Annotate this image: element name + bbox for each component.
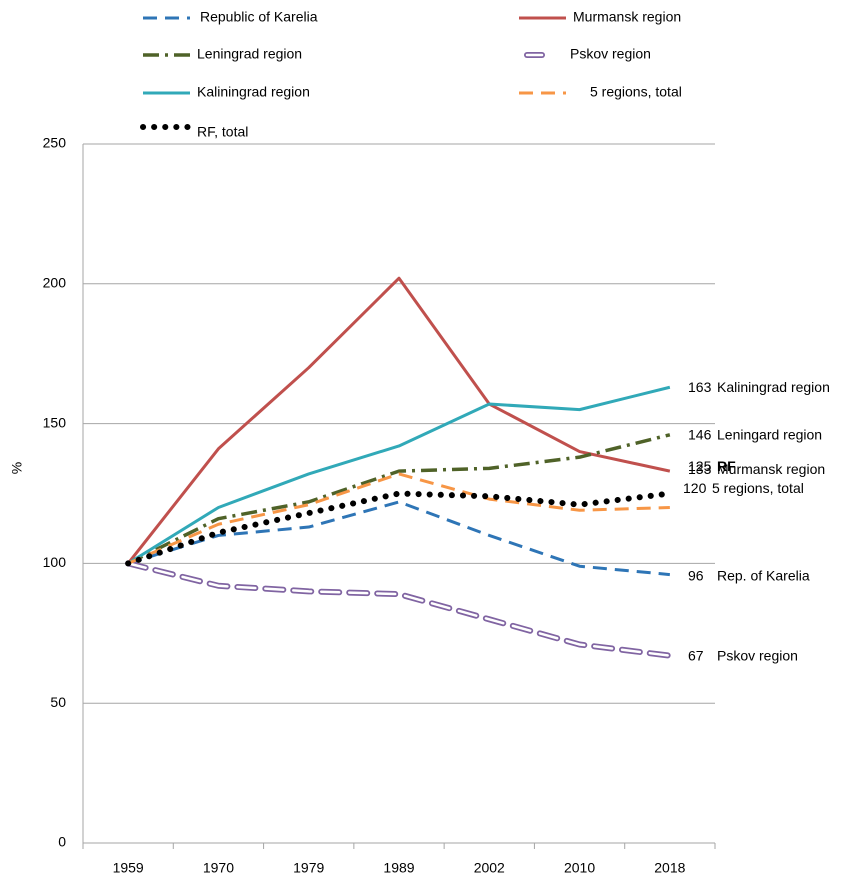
end-name-label: RF — [717, 458, 736, 474]
series-line — [125, 490, 673, 567]
legend-label: Kaliningrad region — [197, 84, 310, 100]
legend-label: Murmansk region — [573, 9, 681, 25]
legend-label: Pskov region — [570, 46, 651, 62]
end-name-label: 5 regions, total — [712, 480, 804, 496]
legend-label: RF, total — [197, 124, 248, 140]
x-tick-label: 1970 — [203, 860, 234, 876]
series-line — [127, 433, 671, 565]
y-tick-label: 50 — [50, 694, 66, 710]
end-name-label: Murmansk region — [717, 461, 825, 477]
y-tick-label: 100 — [43, 554, 67, 570]
x-tick-label: 2010 — [564, 860, 595, 876]
legend-label: Leningrad region — [197, 46, 302, 62]
y-tick-label: 0 — [58, 834, 66, 850]
x-tick-label: 1989 — [383, 860, 414, 876]
end-name-label: Kaliningrad region — [717, 379, 830, 395]
end-value-label: 133 — [688, 461, 712, 477]
end-value-label: 163 — [688, 379, 712, 395]
y-axis-label: % — [9, 462, 25, 474]
y-tick-label: 200 — [43, 275, 67, 291]
end-value-label: 96 — [688, 567, 704, 583]
x-tick-label: 2018 — [654, 860, 685, 876]
end-name-label: Leningard region — [717, 426, 822, 442]
series-line — [127, 472, 670, 565]
series-line — [127, 500, 670, 577]
end-name-label: Rep. of Karelia — [717, 567, 810, 583]
y-tick-label: 150 — [43, 414, 67, 430]
x-tick-label: 2002 — [474, 860, 505, 876]
end-name-label: Pskov region — [717, 647, 798, 663]
end-value-label: 146 — [688, 426, 712, 442]
series-line — [125, 560, 673, 659]
x-tick-label: 1959 — [113, 860, 144, 876]
y-tick-label: 250 — [43, 135, 67, 151]
x-tick-label: 1979 — [293, 860, 324, 876]
series-line — [127, 385, 671, 565]
legend-label: 5 regions, total — [590, 84, 682, 100]
end-value-label: 120 — [683, 480, 707, 496]
legend-label: Republic of Karelia — [200, 9, 318, 25]
series-line-inner — [126, 562, 672, 657]
end-value-label: 125 — [688, 458, 712, 474]
series-line — [126, 276, 671, 565]
end-value-label: 67 — [688, 647, 704, 663]
